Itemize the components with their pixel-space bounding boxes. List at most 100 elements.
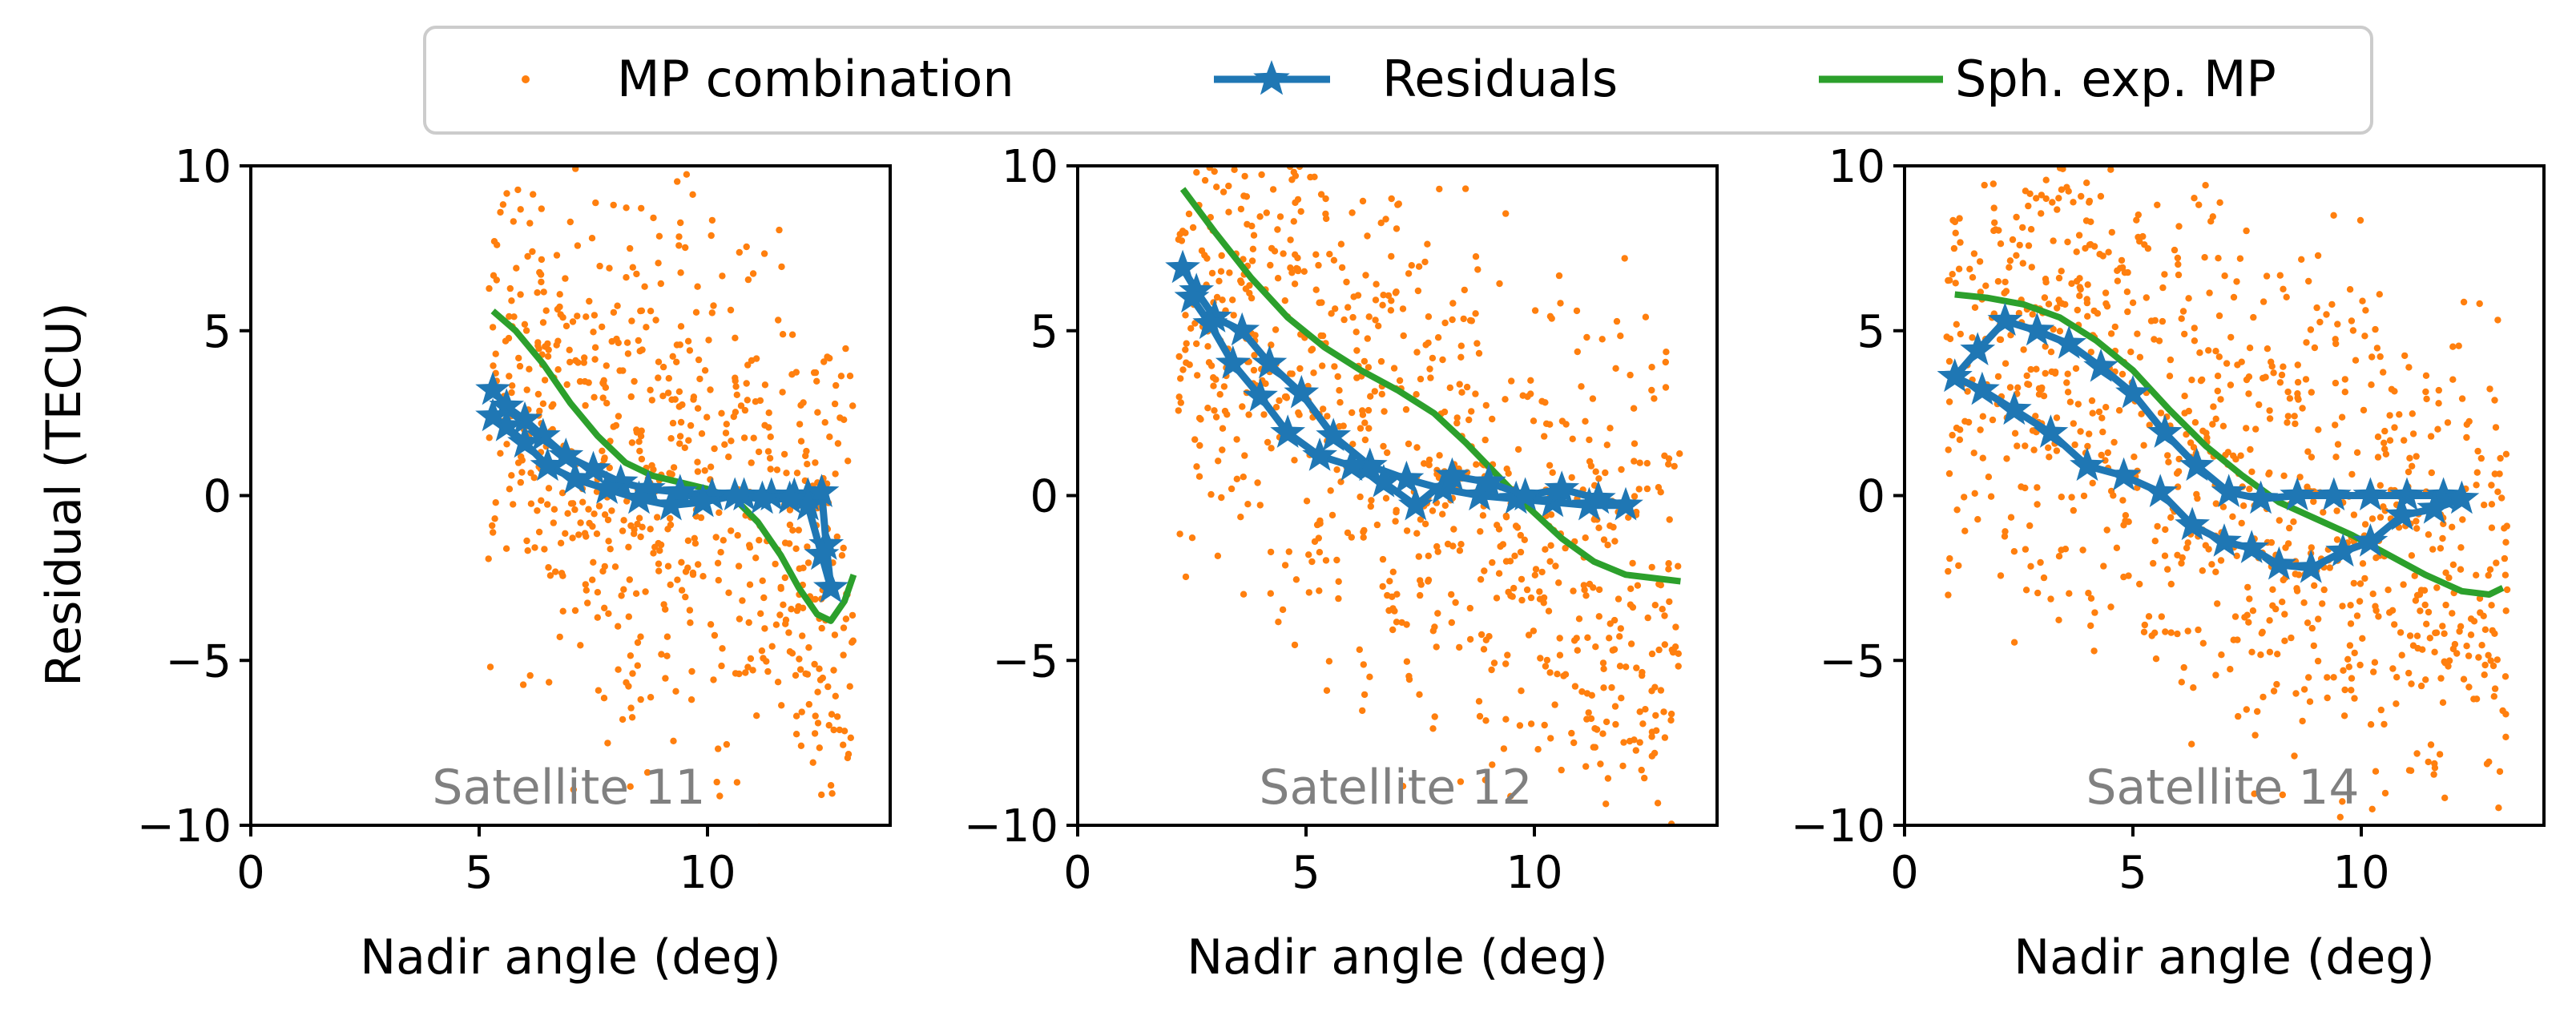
scatter-point [1372,296,1380,304]
scatter-point [2047,595,2054,603]
scatter-point [2114,277,2122,284]
scatter-point [1243,193,1251,200]
scatter-point [669,419,677,427]
scatter-point [1448,619,1456,627]
scatter-point [1361,691,1369,699]
scatter-point [1272,404,1280,411]
scatter-point [2302,376,2310,383]
scatter-point [834,440,842,447]
scatter-point [758,647,766,655]
scatter-point [554,305,562,313]
scatter-point [2023,372,2030,380]
scatter-point [683,171,691,178]
scatter-point [545,564,552,571]
scatter-point [2467,615,2475,623]
scatter-point [1497,542,1504,550]
scatter-point [2488,602,2495,609]
scatter-point [1974,516,1981,523]
scatter-point [749,667,756,674]
scatter-point [1602,718,1611,726]
scatter-point [686,347,694,354]
scatter-point [566,358,574,366]
scatter-point [1589,395,1597,402]
scatter-point [647,526,654,533]
scatter-point [812,369,820,377]
scatter-point [1659,606,1666,613]
scatter-point [2292,690,2300,697]
scatter-point [2106,145,2112,151]
scatter-point [513,264,520,272]
y-tick-label: 5 [1856,306,1885,358]
scatter-point [2299,405,2306,412]
scatter-point [687,696,695,703]
scatter-point [719,272,726,280]
scatter-point [1316,520,1324,527]
scatter-point [679,401,686,409]
scatter-point [818,837,824,844]
scatter-point [1574,647,1582,654]
scatter-point [663,633,671,640]
scatter-point [2324,674,2331,681]
scatter-point [2292,420,2299,428]
scatter-point [2380,439,2388,446]
scatter-point [2348,317,2356,325]
scatter-point [1979,454,1986,462]
scatter-point [1305,551,1312,558]
scatter-point [686,607,694,614]
scatter-point [639,523,646,530]
scatter-point [2040,574,2048,582]
scatter-point [1260,411,1268,418]
scatter-point [2413,525,2421,532]
scatter-point [2380,369,2387,376]
scatter-point [2281,611,2288,618]
scatter-point [840,741,847,748]
scatter-point [2003,455,2010,462]
scatter-point [2266,407,2273,414]
scatter-point [1502,210,1510,217]
y-tick-label: −5 [165,635,232,687]
scatter-point [1546,462,1554,469]
scatter-point [688,667,695,675]
scatter-point [1348,409,1356,417]
scatter-point [2336,813,2344,820]
scatter-point [1537,655,1544,662]
scatter-point [2102,404,2110,411]
scatter-point [797,742,805,749]
scatter-point [574,359,582,366]
scatter-point [2045,444,2052,451]
scatter-point [2264,345,2272,353]
scatter-point [1542,399,1549,406]
scatter-point [1585,709,1592,716]
scatter-point [1396,377,1404,385]
scatter-point [757,610,764,617]
scatter-point [605,538,612,545]
scatter-point [1949,216,1957,224]
scatter-point [2215,353,2223,361]
scatter-point [1500,745,1508,752]
scatter-point [1641,774,1648,782]
scatter-point [2022,587,2030,594]
scatter-point [1316,587,1323,595]
scatter-point [730,413,737,421]
scatter-point [1379,583,1386,591]
scatter-point [610,201,617,209]
scatter-point [1952,229,1959,236]
scatter-point [736,670,743,678]
scatter-point [1219,296,1226,304]
scatter-point [1648,563,1655,571]
scatter-point [816,676,824,683]
residual-star-marker [1544,470,1580,504]
scatter-point [1593,726,1601,733]
scatter-point [571,607,579,615]
scatter-point [1311,173,1318,180]
scatter-point [2118,370,2127,378]
scatter-point [1336,387,1343,394]
scatter-point [1514,445,1522,454]
scatter-point [2006,264,2013,271]
scatter-point [2485,651,2492,659]
scatter-point [1675,562,1682,570]
scatter-point [1316,299,1323,306]
scatter-point [1667,710,1675,718]
scatter-point [509,382,516,389]
